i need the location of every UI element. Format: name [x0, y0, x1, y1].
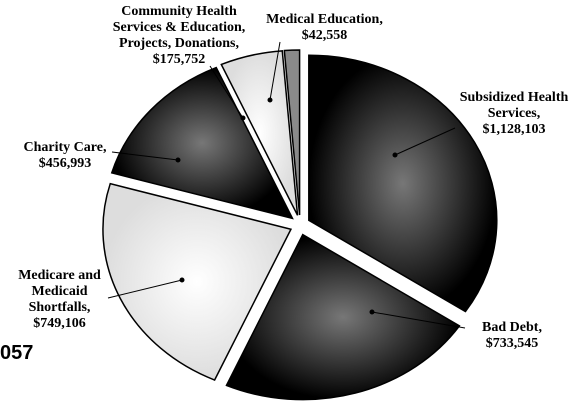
category: Bad Debt,	[482, 320, 542, 335]
value-label: $733,545	[485, 336, 539, 351]
category: Charity Care,	[23, 140, 107, 155]
pie-slice	[110, 66, 294, 220]
leaders	[107, 41, 466, 329]
label: Medicare and Medicaid Shortfalls, $749,10…	[2, 268, 117, 332]
value-label: $42,558	[301, 28, 348, 43]
label: Subsidized Health Services, $1,128,103	[448, 90, 580, 138]
value-label: $175,752	[152, 52, 206, 67]
label: Medical Education, $42,558	[252, 12, 397, 44]
label: Community Health Services & Education, P…	[110, 4, 248, 68]
pie-slice	[225, 233, 461, 401]
pie-slice	[220, 50, 299, 216]
value-label: $749,106	[33, 316, 86, 331]
label: Bad Debt, $733,545	[462, 320, 562, 352]
annotation: 057	[0, 342, 34, 364]
category: Medicare and Medicaid Shortfalls,	[18, 268, 101, 315]
pie-slice	[308, 54, 498, 313]
value-label: $456,993	[38, 156, 92, 171]
category: Medical Education,	[266, 12, 383, 27]
pie-slice	[102, 182, 293, 381]
pie-slice	[283, 49, 301, 216]
category: Subsidized Health Services,	[459, 90, 569, 121]
label: Charity Care, $456,993	[10, 140, 120, 172]
value-label: $1,128,103	[482, 122, 546, 137]
category: Community Health Services & Education, P…	[112, 4, 246, 51]
